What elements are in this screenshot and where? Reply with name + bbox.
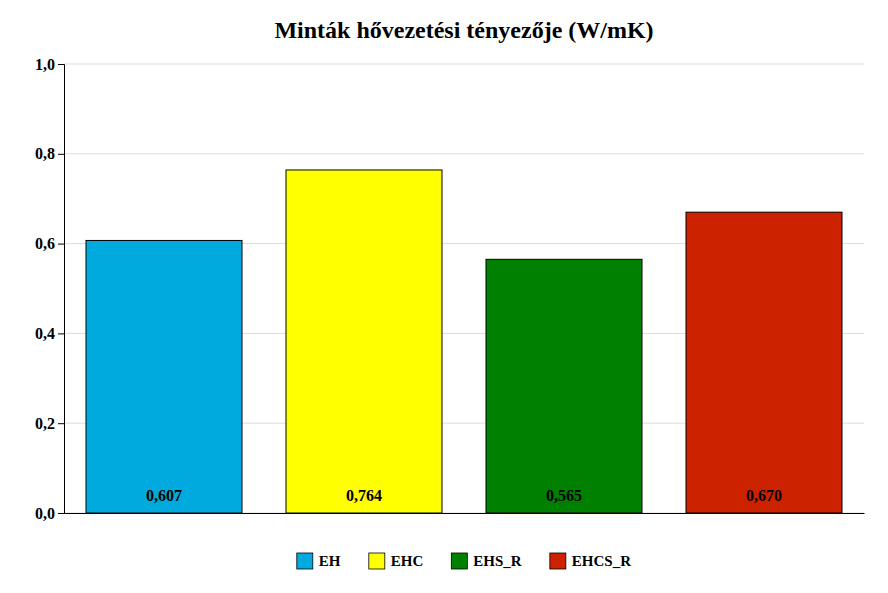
bars	[86, 170, 842, 513]
data-label: 0,764	[346, 487, 382, 504]
grid	[64, 64, 864, 513]
legend-swatch	[297, 553, 313, 569]
tick: 1,0	[35, 56, 64, 73]
tick-label: 0,6	[35, 235, 55, 252]
tick-mark	[58, 333, 64, 334]
legend-label: EHC	[391, 553, 424, 569]
legend-label: EH	[319, 553, 341, 569]
tick-mark	[58, 154, 64, 155]
y-axis: 0,0 0,2 0,4 0,6 0,8 1,0	[35, 56, 65, 522]
legend-item: EH	[297, 553, 341, 569]
plot: 0,0 0,2 0,4 0,6 0,8 1,0 0,607 0,764 0,565 0,670	[35, 56, 865, 522]
legend-item: EHS_R	[451, 553, 522, 569]
legend-item: EHC	[369, 553, 424, 569]
tick-label: 0,4	[35, 325, 55, 342]
tick: 0,4	[35, 325, 64, 342]
tick-label: 0,2	[35, 415, 55, 432]
grid-line	[64, 64, 864, 65]
legend: EH EHC EHS_R EHCS_R	[297, 553, 631, 569]
bar	[686, 212, 842, 513]
bar	[286, 170, 442, 513]
x-axis	[65, 513, 865, 514]
data-label: 0,670	[746, 487, 782, 504]
legend-item: EHCS_R	[550, 553, 631, 569]
tick-label: 0,0	[35, 505, 55, 522]
bar	[86, 240, 242, 513]
tick: 0,2	[35, 415, 64, 432]
tick-mark	[58, 513, 64, 514]
tick-label: 1,0	[35, 56, 55, 73]
data-label: 0,565	[546, 487, 582, 504]
tick-mark	[58, 423, 64, 424]
chart: Minták hővezetési tényezője (W/mK) 0,0 0,2…	[0, 0, 888, 593]
tick-mark	[58, 64, 64, 65]
grid-line	[64, 153, 864, 154]
tick-mark	[58, 244, 64, 245]
legend-swatch	[369, 553, 385, 569]
tick-label: 0,8	[35, 145, 55, 162]
tick: 0,8	[35, 145, 64, 162]
data-label: 0,607	[146, 487, 182, 504]
legend-swatch	[451, 553, 467, 569]
title: Minták hővezetési tényezője (W/mK)	[274, 17, 653, 43]
axis-line	[65, 513, 865, 514]
legend-swatch	[550, 553, 566, 569]
tick: 0,0	[35, 505, 64, 522]
legend-label: EHS_R	[473, 553, 522, 569]
tick: 0,6	[35, 235, 64, 252]
legend-label: EHCS_R	[572, 553, 631, 569]
axis-line	[58, 65, 65, 514]
data-labels: 0,607 0,764 0,565 0,670	[146, 487, 782, 504]
bar	[486, 259, 642, 513]
